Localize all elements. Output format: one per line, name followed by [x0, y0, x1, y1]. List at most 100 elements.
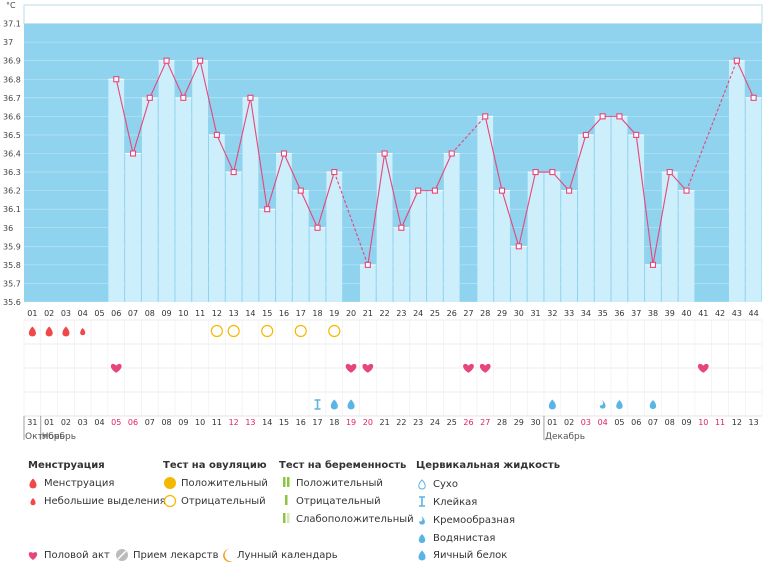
temp-bar	[393, 227, 410, 302]
temp-point	[364, 261, 371, 268]
ovulation-test-marker	[210, 324, 223, 338]
temp-line-segment	[283, 153, 302, 191]
y-tick-label: 37.1	[3, 20, 21, 29]
cervical-fluid-egg-white	[347, 399, 355, 410]
day-index-label: 02	[44, 309, 54, 318]
temp-line-segment	[669, 171, 687, 191]
temp-bar	[661, 172, 678, 302]
date-label: 25	[447, 418, 457, 427]
date-label: 11	[212, 418, 222, 427]
ovulation-test-marker	[294, 324, 307, 338]
legend-intercourse: Половой акт	[44, 550, 110, 561]
day-index-label: 08	[145, 309, 155, 318]
cervical-fluid-watery	[616, 400, 623, 409]
date-label: 11	[715, 418, 725, 427]
day-index-label: 05	[94, 309, 104, 318]
legend-pregnancy-weak: Слабоположительный	[296, 514, 414, 525]
date-label: 31	[27, 418, 37, 427]
temp-point	[331, 169, 338, 176]
legend-fluid-sticky-icon	[419, 496, 425, 507]
temp-bar	[510, 246, 527, 302]
legend-preg-pos-icon-b	[287, 477, 290, 487]
legend-menstruation-heavy: Менструация	[44, 478, 115, 489]
date-label: 27	[480, 418, 490, 427]
day-index-label: 17	[296, 309, 306, 318]
temp-line-segment	[736, 60, 755, 99]
y-tick-label: 36.6	[3, 112, 21, 121]
date-label: 14	[262, 418, 272, 427]
ovulation-test-marker	[261, 324, 274, 338]
legend-ovulation-negative-icon	[163, 494, 177, 508]
date-label: 16	[296, 418, 306, 427]
temp-bar	[376, 153, 393, 302]
temp-point	[616, 113, 623, 120]
date-label: 15	[279, 418, 289, 427]
temp-line-segment	[451, 116, 486, 154]
day-index-label: 30	[514, 309, 524, 318]
y-tick-label: 36.2	[3, 187, 21, 196]
temp-line-segment	[585, 116, 604, 136]
temp-point	[230, 169, 237, 176]
day-index-label: 18	[312, 309, 322, 318]
temp-bar	[561, 190, 577, 302]
y-tick-label: 35.7	[3, 279, 21, 288]
day-index-label: 15	[262, 309, 272, 318]
legend-cervical-watery: Водянистая	[433, 533, 496, 544]
temp-point	[146, 94, 153, 101]
temp-bar	[745, 97, 762, 302]
cervical-fluid-egg-white	[548, 399, 556, 410]
day-index-label: 27	[463, 309, 473, 318]
temp-line-segment	[400, 190, 419, 228]
date-label: 05	[614, 418, 624, 427]
legend-ovulation-title: Тест на овуляцию	[163, 460, 267, 471]
menstruation-drop	[28, 326, 36, 337]
temp-point	[381, 150, 388, 157]
date-label: 07	[648, 418, 658, 427]
date-label: 12	[229, 418, 239, 427]
temp-line-segment	[333, 171, 369, 266]
y-tick-label: 36.8	[3, 75, 21, 84]
day-index-label: 25	[430, 309, 440, 318]
day-index-label: 28	[480, 309, 490, 318]
day-index-label: 13	[229, 309, 239, 318]
temp-point	[750, 94, 757, 101]
day-index-label: 35	[598, 309, 608, 318]
month-label: Ноябрь	[42, 432, 76, 442]
day-index-label: 44	[749, 309, 759, 318]
y-tick-label: 36.1	[3, 205, 21, 214]
temp-bar	[175, 97, 192, 302]
legend-fluid-eggwhite-icon	[418, 550, 426, 561]
temp-line-segment	[115, 79, 134, 154]
day-index-label: 10	[178, 309, 188, 318]
intercourse-heart	[463, 363, 474, 373]
date-label: 12	[732, 418, 742, 427]
temp-bar	[427, 190, 443, 302]
temp-line-segment	[182, 60, 201, 99]
temp-point	[314, 224, 321, 231]
temp-point	[163, 57, 170, 64]
day-index-label: 19	[329, 309, 339, 318]
y-tick-label: 37	[3, 38, 13, 47]
temp-point	[566, 187, 573, 194]
legend-ovulation-negative: Отрицательный	[181, 496, 266, 507]
date-label: 26	[463, 418, 473, 427]
day-index-label: 33	[564, 309, 574, 318]
day-index-label: 07	[128, 309, 138, 318]
temp-bar	[443, 153, 460, 302]
legend-pregnancy-title: Тест на беременность	[279, 460, 407, 471]
temp-bar	[209, 134, 225, 302]
temp-point	[733, 57, 740, 64]
temp-point	[582, 131, 589, 138]
menstruation-drop	[45, 326, 53, 337]
intercourse-heart	[479, 363, 491, 373]
y-tick-label: 36.9	[3, 57, 21, 66]
legend-fluid-dry-icon	[418, 479, 426, 490]
date-label: 23	[413, 418, 423, 427]
legend-icons	[28, 477, 426, 562]
day-index-label: 11	[195, 309, 205, 318]
legend-preg-weak-icon-a	[283, 513, 286, 523]
legend-cervical-creamy: Кремообразная	[433, 515, 516, 526]
temp-point	[213, 131, 220, 138]
temp-point	[197, 57, 204, 64]
day-index-label: 16	[279, 309, 289, 318]
